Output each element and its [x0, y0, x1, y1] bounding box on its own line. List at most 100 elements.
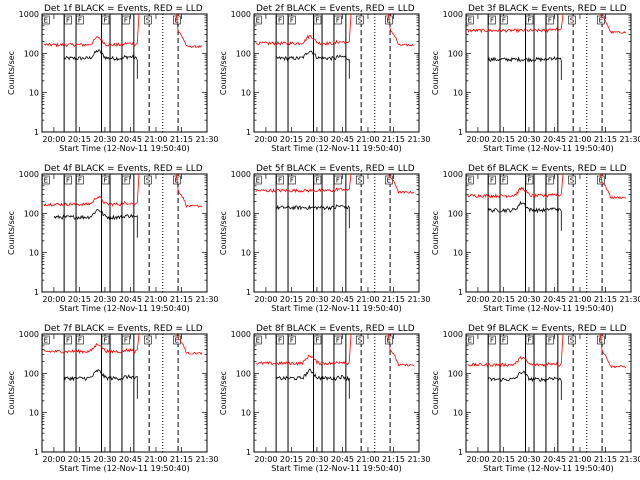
marker-box-label: F	[278, 337, 282, 345]
marker-box-label: F	[66, 177, 70, 185]
y-tick-label: 1000	[19, 170, 39, 179]
marker-box-label: E	[175, 337, 179, 345]
marker-box	[313, 335, 322, 345]
x-tick-label: 20:30	[93, 455, 116, 464]
y-tick-label: 1000	[231, 10, 251, 19]
panel-6: Det 6f BLACK = Events, RED = LLD 1 10 100 10…	[431, 164, 640, 313]
marker-box	[122, 175, 130, 185]
marker-box-label: F	[315, 337, 319, 345]
marker-box-label: F	[315, 177, 319, 185]
series-lld-post	[176, 13, 203, 49]
x-axis-label: Start Time (12-Nov-11 19:50:40)	[59, 464, 189, 473]
x-tick-label: 20:45	[543, 455, 566, 464]
marker-box	[334, 175, 342, 185]
series-lld-post	[600, 13, 627, 34]
plot-frame	[253, 173, 420, 293]
marker-box-label: S	[570, 17, 575, 25]
marker-box-label: E	[256, 17, 260, 25]
x-tick-label: 21:30	[619, 455, 640, 464]
marker-box	[488, 335, 496, 345]
x-tick-label: 21:15	[382, 135, 405, 144]
series-events	[63, 48, 138, 79]
y-tick-label: 1	[34, 288, 39, 297]
marker-box	[568, 335, 576, 345]
plot-frame	[465, 173, 632, 293]
panel-title: Det 9f BLACK = Events, RED = LLD	[468, 324, 627, 334]
marker-box-label: E	[44, 337, 48, 345]
x-tick-label: 20:45	[331, 455, 354, 464]
plot-frame	[41, 13, 208, 133]
series-events	[275, 204, 350, 229]
marker-box-label: F	[527, 17, 531, 25]
x-tick-label: 20:30	[93, 295, 116, 304]
panel-7: Det 7f BLACK = Events, RED = LLD 1 10 100 10…	[7, 324, 219, 473]
x-tick-label: 20:15	[68, 455, 91, 464]
series-lld-post	[600, 173, 627, 200]
panel-2: Det 2f BLACK = Events, RED = LLD 1 10 100 10…	[219, 4, 431, 153]
marker-box-label: E	[387, 177, 391, 185]
marker-box	[276, 175, 284, 185]
marker-box	[64, 175, 72, 185]
y-tick-label: 1	[458, 128, 463, 137]
marker-box-label: F	[527, 177, 531, 185]
x-tick-label: 21:00	[356, 455, 379, 464]
x-tick-label: 21:15	[170, 455, 193, 464]
series-lld-post	[176, 333, 203, 356]
marker-box	[254, 335, 262, 345]
x-axis-label: Start Time (12-Nov-11 19:50:40)	[271, 144, 401, 153]
series-lld	[467, 173, 564, 199]
marker-box	[254, 175, 262, 185]
x-tick-label: 21:15	[382, 455, 405, 464]
marker-box	[42, 15, 50, 25]
marker-box-label: S	[358, 177, 363, 185]
x-tick-label: 21:00	[144, 295, 167, 304]
series-lld	[467, 333, 564, 368]
marker-box	[525, 175, 534, 185]
x-tick-label: 20:30	[517, 455, 540, 464]
marker-box-label: S	[358, 17, 363, 25]
panel-title: Det 5f BLACK = Events, RED = LLD	[256, 164, 415, 174]
y-tick-label: 100	[24, 49, 39, 58]
series-lld	[43, 333, 140, 355]
x-tick-label: 21:00	[568, 135, 591, 144]
marker-box	[500, 15, 508, 25]
marker-box-label: S	[146, 337, 151, 345]
marker-box-label: F	[124, 17, 128, 25]
y-tick-label: 1	[458, 288, 463, 297]
marker-box-label: F	[548, 17, 552, 25]
plot-frame	[465, 333, 632, 453]
y-tick-label: 100	[448, 369, 463, 378]
marker-box	[597, 15, 605, 25]
x-tick-label: 21:30	[407, 295, 430, 304]
series-events	[63, 369, 138, 399]
marker-box	[546, 335, 554, 345]
y-tick-label: 100	[448, 209, 463, 218]
x-tick-label: 20:45	[543, 295, 566, 304]
marker-box	[466, 175, 474, 185]
x-tick-label: 20:00	[254, 295, 277, 304]
y-tick-label: 1	[246, 288, 251, 297]
marker-box-label: F	[78, 17, 82, 25]
marker-box-label: F	[490, 177, 494, 185]
x-axis-label: Start Time (12-Nov-11 19:50:40)	[483, 304, 613, 313]
marker-box	[525, 15, 534, 25]
series-events	[487, 55, 562, 80]
x-axis-label: Start Time (12-Nov-11 19:50:40)	[59, 304, 189, 313]
marker-box	[334, 335, 342, 345]
y-tick-label: 1000	[443, 170, 463, 179]
x-axis-label: Start Time (12-Nov-11 19:50:40)	[271, 464, 401, 473]
x-axis-label: Start Time (12-Nov-11 19:50:40)	[483, 464, 613, 473]
x-tick-label: 20:00	[254, 455, 277, 464]
x-tick-label: 20:45	[543, 135, 566, 144]
x-tick-label: 20:00	[466, 455, 489, 464]
x-tick-label: 20:15	[492, 455, 515, 464]
y-tick-label: 10	[453, 249, 463, 258]
marker-box	[500, 335, 508, 345]
panel-8: Det 8f BLACK = Events, RED = LLD 1 10 100 10…	[219, 324, 431, 473]
marker-box-label: F	[124, 337, 128, 345]
marker-box	[254, 15, 262, 25]
marker-box-label: E	[256, 337, 260, 345]
panel-3: Det 3f BLACK = Events, RED = LLD 1 10 100 10…	[431, 4, 640, 153]
series-lld-post	[388, 13, 415, 47]
